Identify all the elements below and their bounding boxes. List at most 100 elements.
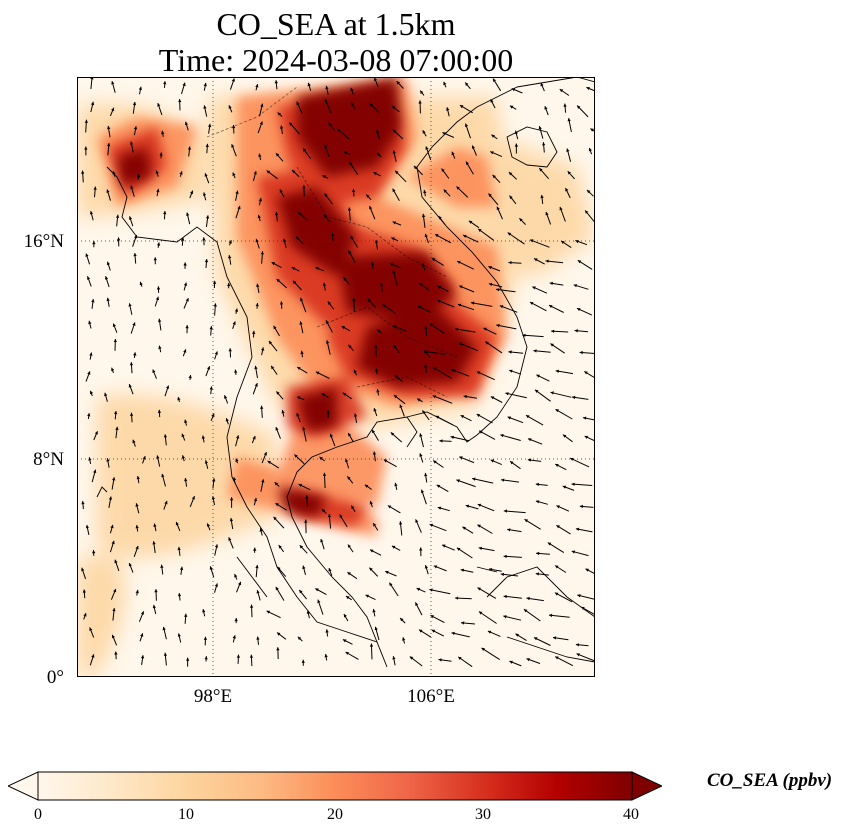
wind-arrow-head: [228, 105, 232, 109]
wind-arrow-head: [110, 524, 114, 529]
wind-arrow-head: [519, 218, 523, 222]
wind-arrow-head: [276, 153, 280, 157]
wind-arrow: [525, 414, 544, 426]
wind-arrow: [529, 301, 547, 312]
wind-arrow-head: [236, 435, 240, 439]
wind-arrow-head: [347, 207, 352, 211]
wind-arrow-head: [526, 658, 530, 662]
wind-arrow-head: [107, 143, 111, 147]
wind-arrow-head: [561, 240, 565, 244]
wind-arrow-head: [551, 329, 555, 333]
wind-arrow-head: [139, 281, 143, 286]
wind-arrow-head: [81, 567, 85, 572]
wind-arrow-head: [442, 132, 446, 136]
wind-arrow-head: [304, 519, 308, 523]
wind-arrow-head: [257, 214, 261, 219]
wind-arrow-head: [503, 615, 507, 619]
wind-arrow-head: [347, 476, 351, 480]
wind-arrow-head: [92, 241, 96, 245]
wind-arrow-head: [576, 653, 580, 657]
wind-arrow-head: [374, 240, 379, 244]
wind-arrow-head: [289, 122, 293, 126]
wind-arrow-head: [178, 99, 182, 103]
wind-arrow-head: [370, 549, 374, 553]
wind-arrow-head: [345, 458, 349, 463]
wind-arrow-head: [128, 216, 133, 220]
wind-arrow-head: [530, 239, 534, 243]
wind-arrow-head: [322, 175, 326, 179]
wind-arrow-head: [509, 369, 513, 373]
wind-arrow-head: [499, 305, 504, 309]
wind-arrow: [576, 653, 595, 662]
wind-arrow-head: [91, 654, 95, 658]
wind-arrow-head: [575, 527, 580, 531]
wind-arrow-head: [435, 415, 440, 419]
wind-arrow-head: [478, 611, 483, 615]
wind-arrow-head: [256, 590, 260, 594]
wind-arrow-head: [511, 88, 516, 92]
wind-arrow-head: [536, 374, 540, 378]
wind-arrow-head: [81, 170, 85, 174]
wind-arrow-head: [435, 234, 439, 238]
wind-arrow-head: [369, 643, 374, 647]
wind-arrow-head: [419, 547, 423, 551]
wind-arrow-head: [455, 596, 459, 600]
wind-arrow-head: [533, 349, 537, 353]
wind-arrow-head: [436, 484, 441, 488]
map-title-line2: Time: 2024-03-08 07:00:00: [158, 42, 514, 78]
wind-arrow-head: [283, 238, 287, 243]
wind-arrow-head: [515, 633, 519, 637]
wind-arrow-head: [476, 414, 481, 418]
wind-arrow-head: [389, 262, 394, 266]
wind-arrow-head: [115, 426, 119, 430]
wind-arrow-head: [229, 517, 234, 522]
wind-arrow-head: [562, 434, 567, 438]
wind-arrow-head: [297, 396, 301, 400]
wind-arrow-head: [575, 643, 580, 647]
wind-arrow: [523, 608, 541, 622]
wind-arrow-head: [202, 609, 206, 613]
wind-arrow-head: [317, 599, 321, 604]
wind-arrow: [424, 350, 446, 355]
wind-arrow-head: [258, 197, 262, 202]
wind-arrow-head: [322, 282, 327, 286]
wind-arrow-head: [235, 190, 239, 194]
wind-arrow-head: [163, 652, 168, 656]
wind-arrow-head: [157, 409, 162, 413]
wind-arrow-head: [205, 143, 209, 147]
wind-arrow-head: [481, 647, 485, 651]
wind-arrow-head: [277, 566, 281, 571]
wind-arrow-head: [297, 636, 302, 641]
wind-arrow-head: [203, 105, 207, 109]
wind-arrow-head: [492, 174, 496, 179]
wind-arrow-head: [329, 433, 333, 438]
wind-arrow-head: [271, 365, 275, 370]
wind-arrow-head: [159, 152, 163, 156]
wind-arrow-head: [136, 174, 141, 178]
wind-arrow-head: [372, 429, 375, 434]
wind-arrow-head: [212, 478, 216, 482]
wind-arrow-head: [554, 592, 559, 596]
wind-arrow-head: [130, 141, 134, 145]
wind-arrow: [577, 594, 595, 600]
wind-arrow-head: [163, 434, 168, 438]
wind-arrow-head: [493, 78, 497, 82]
wind-arrow: [522, 334, 544, 338]
wind-arrow-head: [433, 460, 437, 464]
wind-arrow-head: [348, 433, 352, 437]
wind-arrow-head: [224, 395, 228, 399]
wind-arrow-head: [456, 186, 460, 190]
wind-arrow-head: [392, 150, 396, 154]
wind-arrow-head: [135, 589, 139, 594]
wind-arrow-head: [185, 325, 189, 329]
wind-arrow-head: [81, 501, 85, 505]
wind-arrow-head: [424, 350, 428, 354]
wind-arrow: [533, 637, 551, 646]
wind-arrow-head: [325, 320, 329, 324]
wind-arrow-head: [509, 195, 513, 200]
wind-arrow-head: [352, 297, 356, 301]
wind-arrow-head: [429, 523, 434, 527]
wind-arrow-head: [90, 101, 95, 106]
wind-arrow-head: [315, 266, 319, 270]
wind-arrow-head: [534, 258, 538, 262]
